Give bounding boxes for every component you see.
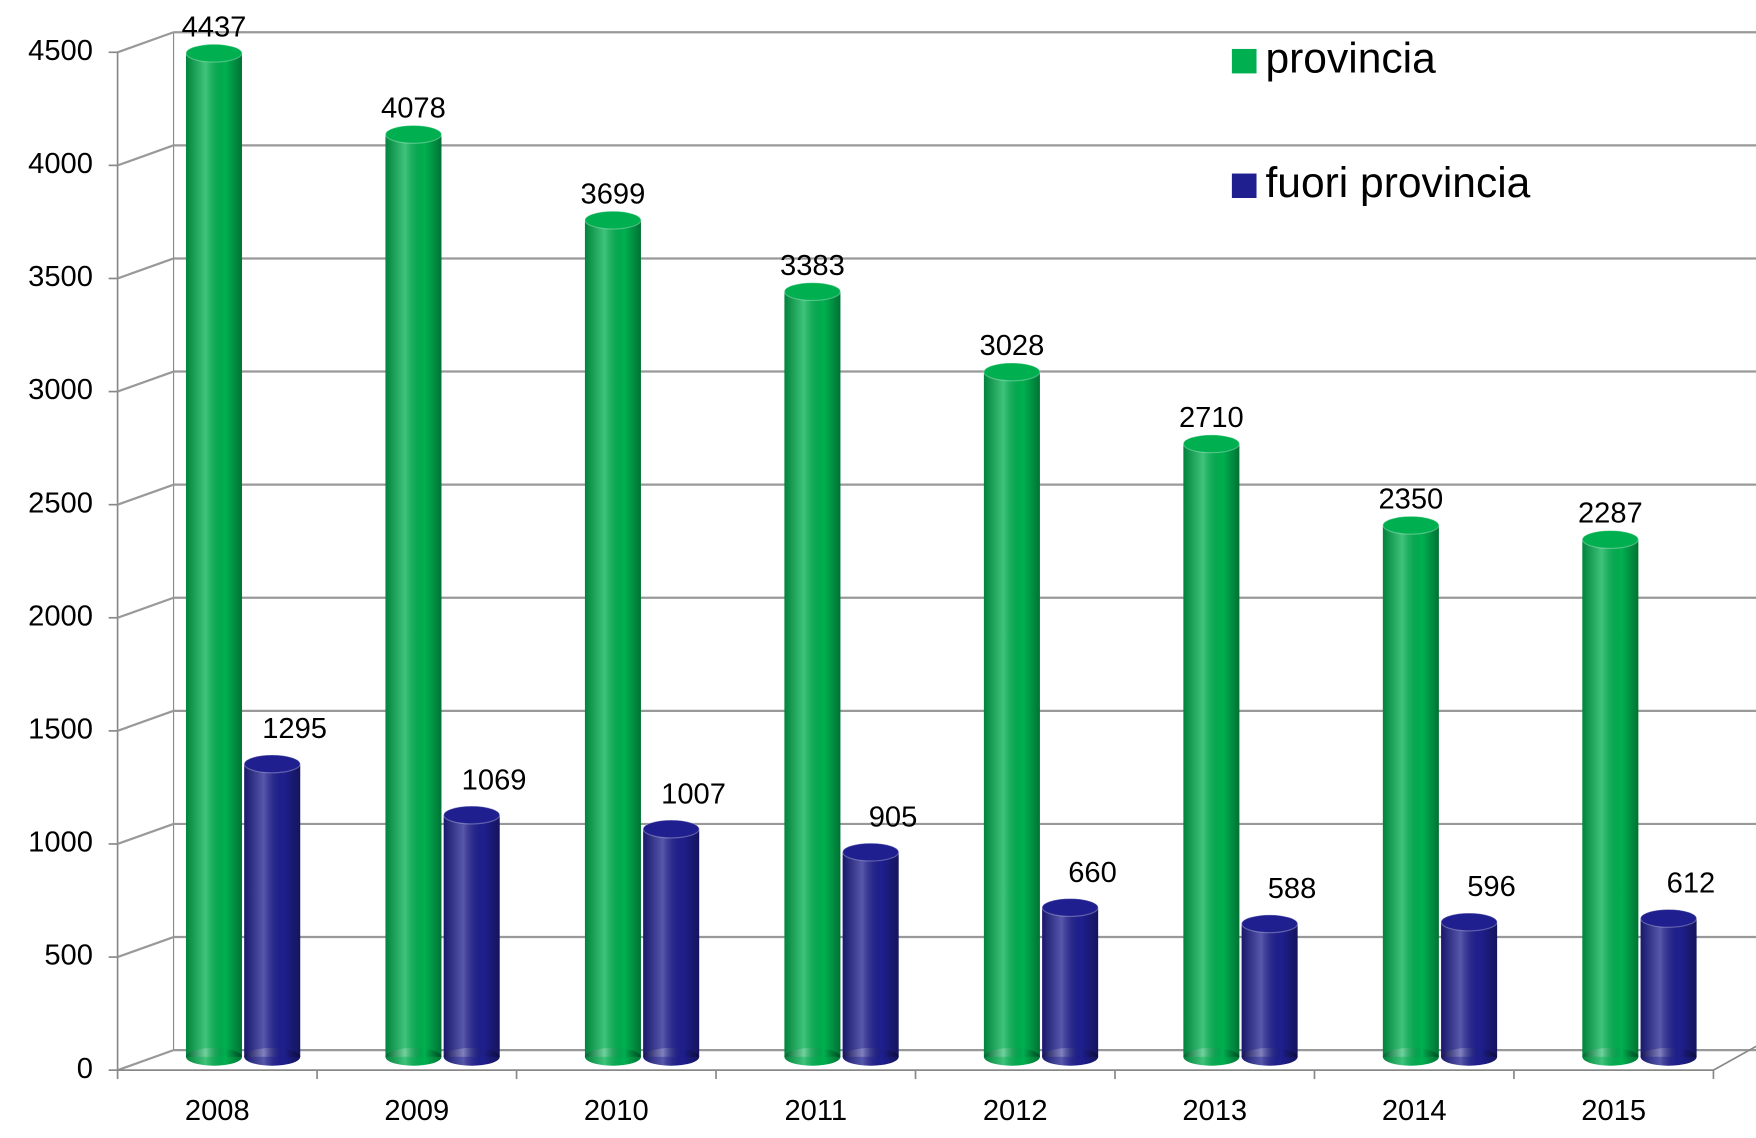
legend-swatch bbox=[1231, 173, 1257, 199]
bar bbox=[243, 754, 301, 1066]
y-tick-label: 4000 bbox=[28, 148, 93, 180]
data-label: 4437 bbox=[182, 11, 247, 43]
bar bbox=[1041, 898, 1099, 1066]
data-label: 2350 bbox=[1378, 484, 1443, 516]
grid-line-side bbox=[117, 370, 174, 393]
x-tick-label: 2015 bbox=[1581, 1095, 1646, 1127]
data-label: 3383 bbox=[780, 250, 845, 282]
y-tick-label: 3000 bbox=[28, 374, 93, 406]
bar bbox=[1440, 912, 1498, 1066]
bar bbox=[443, 805, 501, 1066]
bar bbox=[1182, 434, 1240, 1066]
data-label: 612 bbox=[1667, 868, 1716, 900]
y-tick-label: 500 bbox=[44, 940, 93, 972]
bar bbox=[1640, 908, 1698, 1066]
bar bbox=[842, 842, 900, 1066]
x-tick-label: 2009 bbox=[384, 1095, 449, 1127]
grid-line-side bbox=[117, 822, 174, 845]
data-label: 4078 bbox=[381, 93, 446, 125]
floor-edge bbox=[1713, 1045, 1756, 1071]
x-tick-label: 2010 bbox=[584, 1095, 649, 1127]
y-tick-label: 0 bbox=[77, 1053, 93, 1085]
grid-line-side bbox=[117, 483, 174, 506]
legend-label: fuori provincia bbox=[1265, 159, 1530, 206]
grid-line-side bbox=[117, 31, 174, 54]
grid-line-side bbox=[117, 709, 174, 732]
data-label: 2710 bbox=[1179, 402, 1244, 434]
x-tick-label: 2014 bbox=[1382, 1095, 1447, 1127]
y-tick-label: 4500 bbox=[28, 35, 93, 67]
y-tick-label: 2000 bbox=[28, 600, 93, 632]
data-label: 1069 bbox=[462, 764, 527, 796]
y-tick-label: 1000 bbox=[28, 827, 93, 859]
x-tick-label: 2013 bbox=[1182, 1095, 1247, 1127]
data-label: 3028 bbox=[980, 330, 1045, 362]
data-label: 3699 bbox=[581, 178, 646, 210]
bar bbox=[1241, 914, 1299, 1066]
bar bbox=[783, 282, 841, 1066]
bar bbox=[185, 43, 243, 1066]
data-label: 596 bbox=[1467, 871, 1516, 903]
x-tick-label: 2008 bbox=[185, 1095, 250, 1127]
bar bbox=[1581, 530, 1639, 1066]
y-tick-label: 3500 bbox=[28, 261, 93, 293]
bar bbox=[1382, 515, 1440, 1066]
bar bbox=[983, 362, 1041, 1066]
x-tick-label: 2012 bbox=[983, 1095, 1048, 1127]
grid-line-side bbox=[117, 144, 174, 167]
data-label: 905 bbox=[869, 801, 918, 833]
legend-label: provincia bbox=[1265, 34, 1436, 81]
bar bbox=[642, 819, 700, 1066]
data-label: 660 bbox=[1068, 857, 1117, 889]
legend-swatch bbox=[1231, 48, 1257, 74]
grid-line-side bbox=[117, 596, 174, 619]
grid-line-side bbox=[117, 935, 174, 959]
data-label: 1295 bbox=[262, 713, 327, 745]
y-tick-label: 2500 bbox=[28, 487, 93, 519]
bar bbox=[584, 210, 642, 1066]
grid-line-side bbox=[117, 257, 174, 280]
grid-line-side bbox=[117, 1049, 174, 1072]
x-tick-label: 2011 bbox=[784, 1095, 847, 1127]
bar bbox=[384, 124, 443, 1066]
data-label: 588 bbox=[1268, 873, 1317, 905]
data-label: 1007 bbox=[661, 778, 726, 810]
data-label: 2287 bbox=[1578, 498, 1643, 530]
y-tick-label: 1500 bbox=[28, 714, 93, 746]
